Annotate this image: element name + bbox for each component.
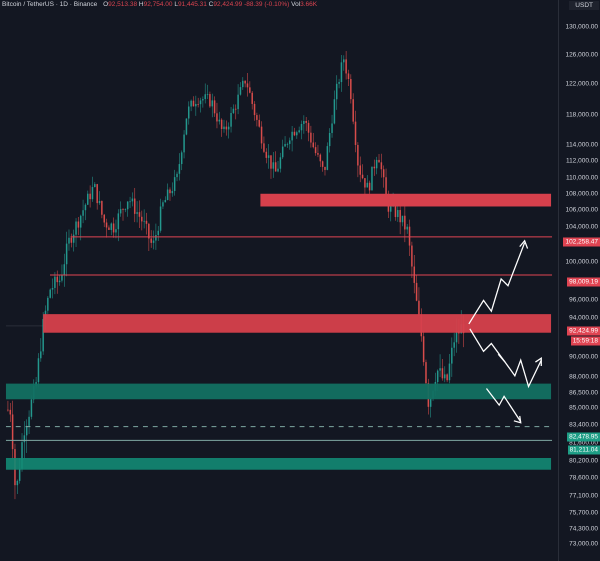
price-tick-label: 96,000.00 [569,296,598,304]
price-tick-label: 90,000.00 [569,353,598,361]
price-tick-label: 86,500.00 [569,389,598,397]
price-tick-label: 126,000.00 [565,51,598,59]
price-tick-label: 130,000.00 [565,23,598,31]
volume-value: 3.66K [300,1,318,8]
price-level-tag: 92,424.99 [567,326,600,336]
high-label: H [138,1,144,8]
currency-label[interactable]: USDT [569,1,599,10]
close-label: C [208,1,214,8]
high-value: 92,754.00 [143,1,173,8]
price-tick-label: 112,000.00 [565,157,598,165]
price-level-tag: 15:59:18 [570,336,600,346]
price-tick-label: 100,000.00 [565,258,598,266]
price-tick-label: 106,000.00 [565,206,598,214]
close-value: 92,424.99 [213,1,243,8]
price-tick-label: 104,000.00 [565,223,598,231]
low-value: 91,445.31 [177,1,207,8]
candlestick-series [7,51,465,500]
price-tick-label: 78,600.00 [569,474,598,482]
symbol-title: Bitcoin / TetherUS · 1D · Binance [2,1,98,8]
open-value: 92,513.38 [108,1,138,8]
change-value: -88.39 (-0.10%) [244,1,290,8]
price-tick-label: 85,000.00 [569,404,598,412]
price-axis[interactable]: USDT 130,000.00 126,000.00 122,000.00 118,0… [558,0,600,561]
open-label: O [103,1,109,8]
bounce-scenario-arrow-icon [469,328,542,389]
bullish-scenario-arrow-icon [468,239,529,325]
low-label: L [174,1,178,8]
price-tick-label: 114,000.00 [565,141,598,149]
support-zone-79k [5,457,552,470]
price-level-tag: 81,211.04 [567,445,600,455]
support-zone-86k [5,383,552,400]
price-tick-label: 118,000.00 [565,111,598,119]
price-tick-label: 75,700.00 [569,509,598,517]
price-level-tag: 102,258.47 [563,237,600,247]
price-tick-label: 108,000.00 [565,190,598,198]
price-level-tag: 98,009.19 [567,277,600,287]
price-tick-label: 110,000.00 [565,174,598,182]
price-tick-label: 77,100.00 [569,492,598,500]
price-tick-label: 74,300.00 [569,525,598,533]
volume-label: Vol [291,1,301,8]
price-chart[interactable] [0,0,558,549]
price-tick-label: 122,000.00 [565,80,598,88]
price-tick-label: 81,600.00 [569,439,598,447]
resistance-zone-106k [260,193,552,207]
bearish-scenario-arrow-icon [485,388,522,424]
price-tick-label: 80,200.00 [569,457,598,465]
price-tick-label: 88,000.00 [569,373,598,381]
price-tick-label: 73,000.00 [569,540,598,548]
resistance-zone-92k [43,314,552,333]
price-tick-label: 83,400.00 [569,421,598,429]
chart-header: Bitcoin / TetherUS · 1D · Binance O92,51… [0,0,532,12]
price-tick-label: 94,000.00 [569,314,598,322]
price-level-tag: 82,478.95 [567,432,600,442]
